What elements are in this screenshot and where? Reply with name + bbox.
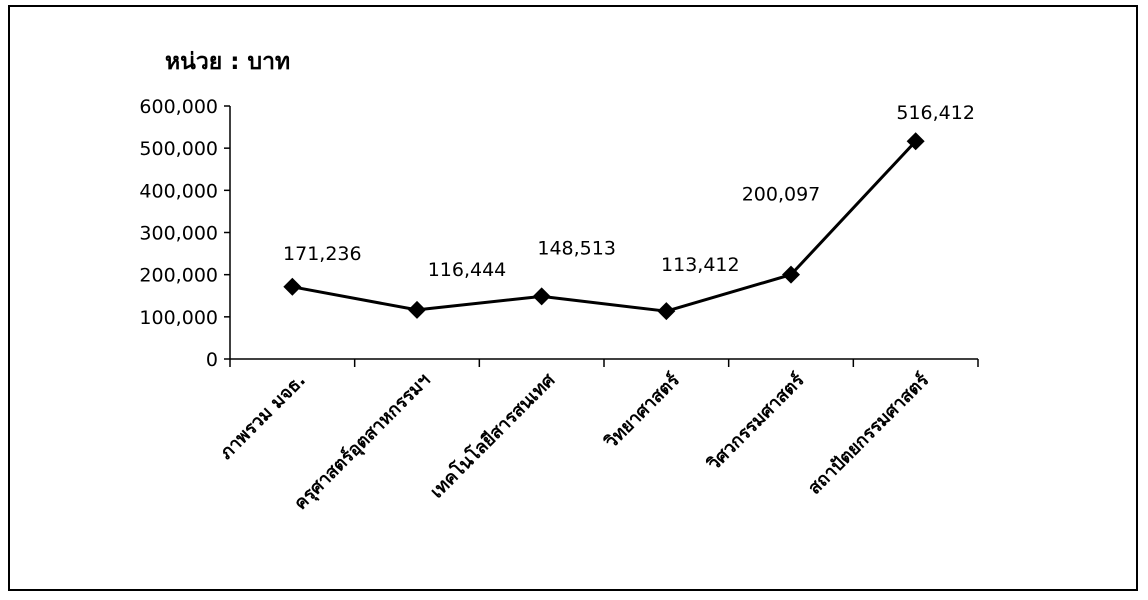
series-polyline [292, 140, 917, 313]
unit-label: หน่วย : บาท [165, 49, 291, 75]
y-tick-label: 600,000 [139, 96, 218, 118]
y-tick-label: 400,000 [139, 180, 218, 202]
x-category-label: เทคโนโลยีสารสนเทศ [426, 369, 560, 503]
data-label: 113,412 [661, 254, 740, 276]
data-label: 116,444 [428, 259, 507, 281]
y-tick-label: 300,000 [139, 223, 218, 245]
data-label: 148,513 [537, 237, 616, 259]
data-labels: 171,236 116,444 148,513 113,412 200,097 516,4… [283, 102, 975, 281]
x-tick-labels: ภาพรวม มจธ.ครุศาสตร์อุตสาหกรรมฯเทคโนโลยี… [216, 369, 934, 515]
y-tick-label: 100,000 [139, 307, 218, 329]
y-tick-labels: 0 100,000 200,000 300,000 400,000 500,000 600,… [139, 96, 218, 371]
y-tick-label: 0 [206, 349, 218, 371]
data-point-marker [283, 277, 302, 296]
series-markers [283, 132, 925, 321]
chart-axes [224, 105, 979, 367]
data-label: 200,097 [742, 184, 821, 206]
x-category-label: สถาปัตยกรรมศาสตร์ [803, 369, 933, 499]
y-tick-label: 200,000 [139, 265, 218, 287]
data-point-marker [906, 132, 925, 151]
data-point-marker [782, 265, 800, 284]
x-category-label: วิศวกรรมศาสตร์ [702, 369, 809, 476]
data-point-marker [657, 302, 676, 321]
x-category-label: ภาพรวม มจธ. [216, 370, 310, 464]
y-tick-label: 500,000 [139, 138, 218, 160]
data-point-marker [532, 287, 551, 306]
x-category-label: ครุศาสตร์อุตสาหกรรมฯ [289, 369, 435, 515]
data-label: 516,412 [896, 102, 975, 124]
data-point-marker [408, 300, 426, 319]
chart-frame [8, 5, 1138, 591]
data-label: 171,236 [283, 243, 362, 265]
series-line [292, 140, 917, 313]
x-category-label: วิทยาศาสตร์ [599, 369, 684, 454]
